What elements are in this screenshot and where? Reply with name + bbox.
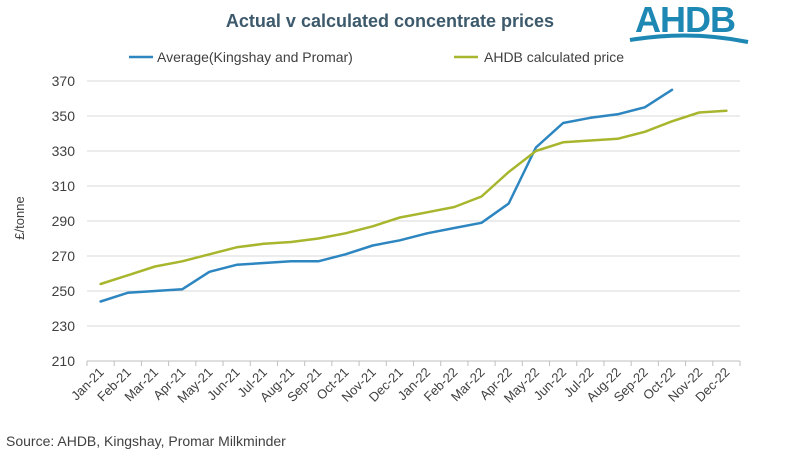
legend-item-ahdb: AHDB calculated price <box>454 49 624 65</box>
source-note: Source: AHDB, Kingshay, Promar Milkminde… <box>6 433 286 449</box>
x-axis: Jan-21Feb-21Mar-21Apr-21May-21Jun-21Jul-… <box>68 360 741 406</box>
y-tick-label-290: 290 <box>52 213 76 229</box>
y-axis-ticks: 210 230 250 270 290 310 330 350 370 <box>52 73 76 369</box>
y-tick-label-250: 250 <box>52 283 76 299</box>
y-axis-label: £/tonne <box>12 196 27 239</box>
ahdb-logo: AHDB <box>629 0 749 44</box>
y-tick-label-310: 310 <box>52 178 76 194</box>
ahdb-logo-text: AHDB <box>635 0 735 40</box>
y-tick-label-350: 350 <box>52 108 76 124</box>
series-lines <box>99 88 728 303</box>
chart-title: Actual v calculated concentrate prices <box>226 11 554 31</box>
legend-label-ahdb: AHDB calculated price <box>484 49 624 65</box>
logo-swoosh-icon <box>629 33 749 44</box>
legend-item-average: Average(Kingshay and Promar) <box>129 49 353 65</box>
y-tick-label-330: 330 <box>52 143 76 159</box>
y-tick-label-270: 270 <box>52 248 76 264</box>
legend-label-average: Average(Kingshay and Promar) <box>157 49 353 65</box>
gridlines <box>87 80 740 327</box>
series-line-0 <box>99 88 674 303</box>
y-tick-label-370: 370 <box>52 73 76 89</box>
series-line-1 <box>99 109 728 286</box>
legend: Average(Kingshay and Promar) AHDB calcul… <box>129 49 624 65</box>
y-tick-label-210: 210 <box>52 353 76 369</box>
y-tick-label-230: 230 <box>52 318 76 334</box>
